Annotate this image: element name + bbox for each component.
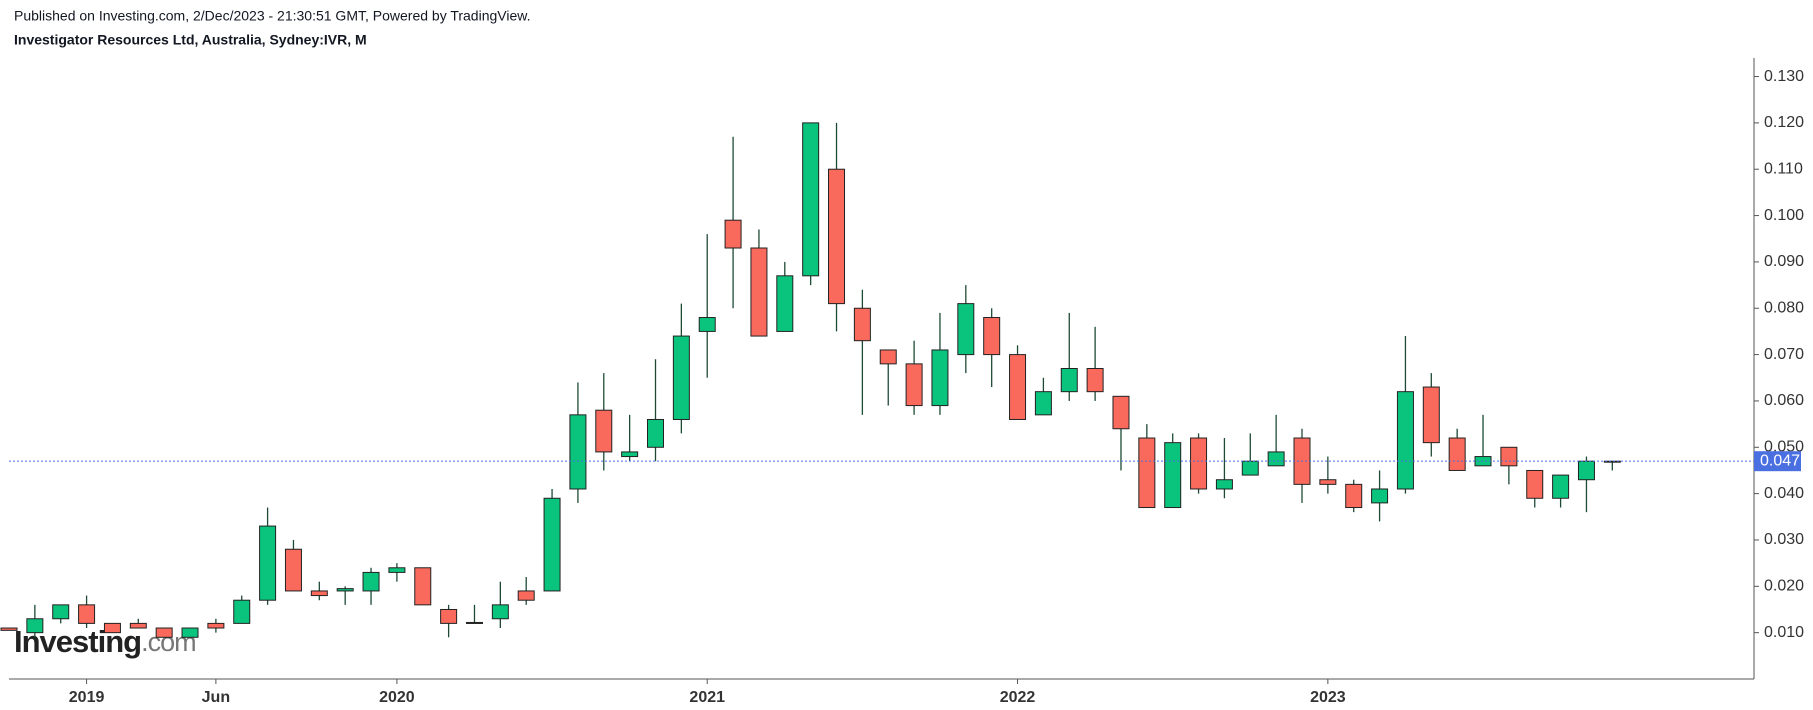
x-tick-label: 2021 [689, 689, 725, 706]
candle-body [828, 168, 846, 305]
candle-body [1603, 460, 1621, 463]
candle-body [647, 418, 664, 448]
candle-body [1371, 488, 1389, 504]
candle-body [1552, 474, 1570, 499]
y-tick-label: 0.030 [1764, 531, 1804, 548]
candle-body [233, 599, 251, 624]
candle-body [595, 409, 613, 453]
candle-body [1060, 368, 1078, 393]
candle-body [776, 275, 794, 332]
candle-body [543, 497, 561, 592]
y-tick-label: 0.130 [1764, 68, 1804, 85]
instrument-title: Investigator Resources Ltd, Australia, S… [14, 32, 367, 48]
candle-body [1422, 386, 1440, 444]
candle-body [0, 627, 18, 631]
y-tick-label: 0.070 [1764, 346, 1804, 363]
candle-body [1345, 483, 1363, 509]
candle-body [1577, 460, 1595, 481]
candle-body [181, 627, 199, 638]
candle-body [879, 349, 897, 365]
candle-body [414, 567, 432, 606]
candle-body [1396, 391, 1414, 490]
candle-body [129, 622, 147, 629]
candle-body [1034, 391, 1052, 416]
candle-body [336, 588, 354, 592]
candle-body [905, 363, 923, 407]
candle-body [957, 303, 975, 356]
y-tick-label: 0.100 [1764, 207, 1804, 224]
candles [0, 122, 1621, 638]
x-tick-label: 2022 [1000, 689, 1036, 706]
candle-body [1215, 479, 1233, 490]
candle-body [569, 414, 587, 490]
candle-body [802, 122, 820, 277]
candle-body [1448, 437, 1466, 471]
last-price-label: 0.047 [1760, 452, 1800, 469]
y-tick-label: 0.080 [1764, 299, 1804, 316]
candle-body [931, 349, 949, 407]
x-tick-label: 2019 [69, 689, 105, 706]
candle-body [259, 525, 277, 601]
candle-body [1267, 451, 1285, 467]
candle-body [155, 627, 173, 638]
candle-body [103, 622, 121, 634]
candle-body [698, 317, 716, 332]
candle-body [1138, 437, 1156, 509]
candle-body [517, 590, 535, 601]
candle-body [440, 608, 458, 624]
candle-body [853, 307, 871, 342]
candle-body [362, 571, 380, 592]
candle-body [1164, 442, 1182, 509]
y-tick-label: 0.040 [1764, 485, 1804, 502]
x-tick-label: Jun [202, 689, 230, 706]
candle-body [1526, 469, 1544, 499]
candle-body [26, 618, 44, 634]
y-tick-label: 0.090 [1764, 253, 1804, 270]
candle-body [284, 548, 302, 592]
candle-body [1500, 446, 1518, 467]
y-tick-label: 0.060 [1764, 392, 1804, 409]
candle-body [621, 451, 639, 458]
candle-body [1190, 437, 1208, 490]
y-tick-label: 0.120 [1764, 114, 1804, 131]
candle-body [52, 604, 70, 620]
y-tick-label: 0.110 [1764, 160, 1803, 177]
candle-body [672, 335, 690, 420]
candle-body [1319, 479, 1337, 485]
candle-body [310, 590, 328, 597]
candle-body [465, 621, 483, 624]
candle-body [1241, 460, 1259, 476]
candle-body [1474, 456, 1492, 467]
published-note: Published on Investing.com, 2/Dec/2023 -… [14, 8, 530, 24]
x-tick-label: 2020 [379, 689, 415, 706]
candle-body [1086, 368, 1104, 393]
candle-body [983, 317, 1001, 356]
candle-body [491, 604, 509, 620]
candle-body [1112, 395, 1130, 430]
y-tick-label: 0.020 [1764, 578, 1804, 595]
candle-body [388, 567, 406, 573]
candle-body [1009, 354, 1027, 420]
candle-body [207, 622, 225, 629]
candle-body [750, 247, 768, 337]
y-tick-label: 0.010 [1764, 624, 1804, 641]
x-tick-label: 2023 [1310, 689, 1346, 706]
candle-body [724, 219, 742, 249]
candle-body [78, 604, 96, 624]
last-price-box [1754, 451, 1801, 472]
